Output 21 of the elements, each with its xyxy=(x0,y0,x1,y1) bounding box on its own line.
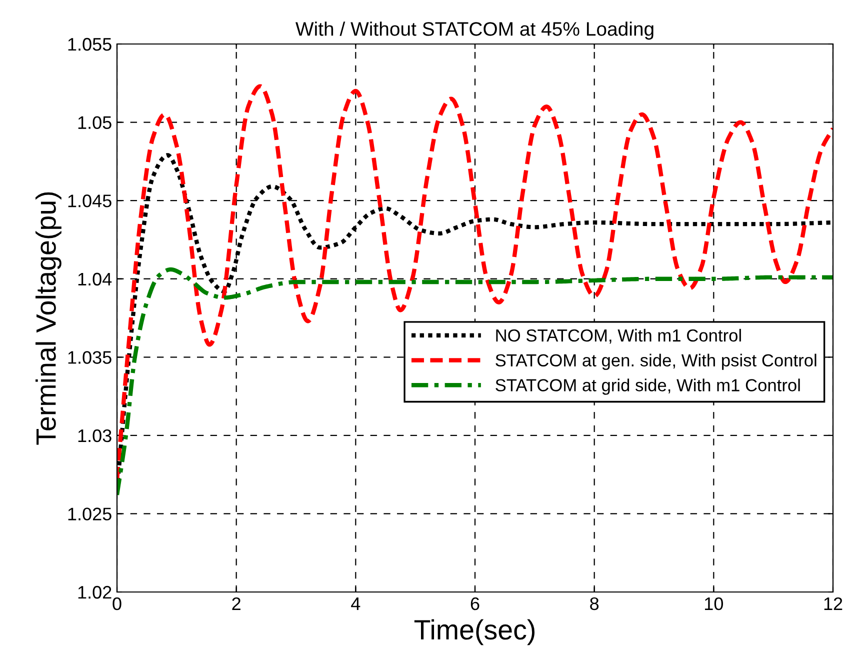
y-axis-title: Terminal Voltage(pu) xyxy=(36,192,62,445)
x-tick-label: 8 xyxy=(590,597,599,610)
y-tick-label: 1.03 xyxy=(78,429,112,442)
y-tick-label: 1.055 xyxy=(68,38,112,51)
chart-title: With / Without STATCOM at 45% Loading xyxy=(296,22,654,40)
y-tick-label: 1.025 xyxy=(68,508,112,520)
x-tick-label: 2 xyxy=(232,597,240,610)
legend-label: NO STATCOM, With m1 Control xyxy=(496,328,741,344)
x-tick-label: 12 xyxy=(824,597,842,610)
y-tick-label: 1.02 xyxy=(78,586,112,599)
y-tick-label: 1.035 xyxy=(68,351,112,364)
x-tick-label: 0 xyxy=(112,597,122,610)
y-tick-label: 1.04 xyxy=(78,272,112,286)
legend-label: STATCOM at grid side, With m1 Control xyxy=(496,378,800,395)
y-tick-label: 1.045 xyxy=(68,194,112,208)
legend-label: STATCOM at gen. side, With psist Control xyxy=(496,354,816,370)
x-axis-title: Time(sec) xyxy=(414,619,534,646)
y-tick-label: 1.05 xyxy=(78,116,112,130)
x-tick-label: 10 xyxy=(705,597,724,610)
x-tick-label: 4 xyxy=(351,598,360,610)
x-tick-label: 6 xyxy=(470,597,480,610)
